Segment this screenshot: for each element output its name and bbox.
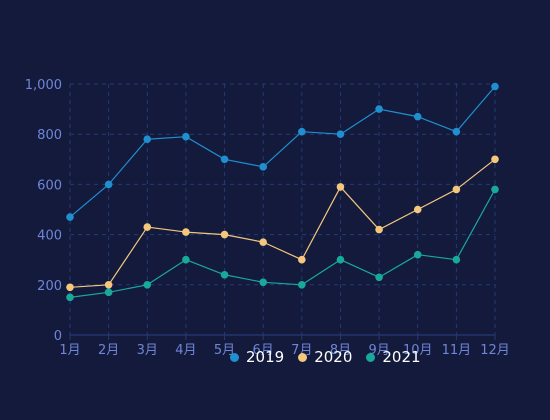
series-point-2021 <box>452 255 461 264</box>
series-point-2021 <box>259 278 267 287</box>
series-point-2021 <box>220 270 229 279</box>
legend-item-2021[interactable]: 2021 <box>366 348 421 366</box>
y-tick-label: 400 <box>37 229 62 244</box>
series-point-2021 <box>491 185 499 194</box>
series-point-2021 <box>336 255 345 264</box>
x-tick-label: 11月 <box>442 343 472 358</box>
series-point-2019 <box>413 112 422 121</box>
series-point-2021 <box>66 293 74 302</box>
x-tick-label: 5月 <box>214 343 235 358</box>
legend-label-2021: 2021 <box>382 348 421 366</box>
x-tick-label: 2月 <box>98 343 119 358</box>
series-point-2020 <box>413 205 422 214</box>
series-line-2021 <box>69 188 496 298</box>
y-tick-label: 800 <box>37 128 62 143</box>
legend-label-2020: 2020 <box>314 348 353 366</box>
x-tick-label: 8月 <box>330 343 351 358</box>
x-tick-label: 1月 <box>59 343 80 358</box>
chart-legend: 2019 2020 2021 <box>230 347 490 367</box>
series-layer <box>66 82 499 302</box>
series-point-2021 <box>104 288 113 297</box>
legend-swatch-2021 <box>366 352 376 362</box>
series-point-2020 <box>259 238 267 246</box>
y-tick-label: 1,000 <box>25 78 62 93</box>
y-tick-label: 600 <box>37 178 62 193</box>
series-point-2021 <box>298 281 306 289</box>
series-point-2020 <box>491 155 499 164</box>
legend-item-2020[interactable]: 2020 <box>298 348 352 366</box>
series-line-2019 <box>69 85 496 218</box>
series-point-2020 <box>375 225 383 234</box>
series-point-2019 <box>336 130 345 138</box>
x-tick-label: 3月 <box>137 343 158 358</box>
series-point-2019 <box>143 135 152 144</box>
x-tick-label: 6月 <box>253 343 274 358</box>
series-point-2019 <box>259 163 267 171</box>
series-point-2020 <box>143 223 152 231</box>
y-tick-label: 0 <box>54 329 62 344</box>
x-tick-label: 4月 <box>175 343 196 358</box>
series-point-2020 <box>66 283 74 292</box>
x-tick-label: 7月 <box>291 343 312 358</box>
legend-label-2019: 2019 <box>246 348 285 366</box>
series-point-2020 <box>298 255 306 264</box>
series-point-2020 <box>452 185 461 194</box>
series-point-2019 <box>66 213 74 221</box>
series-point-2019 <box>452 127 461 136</box>
series-point-2021 <box>413 250 422 259</box>
series-point-2019 <box>104 180 113 189</box>
x-tick-label: 10月 <box>403 343 433 358</box>
series-point-2021 <box>375 273 383 282</box>
series-point-2019 <box>182 132 190 141</box>
series-point-2020 <box>182 228 190 236</box>
x-tick-label: 12月 <box>480 343 510 358</box>
y-tick-label: 200 <box>37 279 62 294</box>
legend-swatch-2020 <box>298 352 308 362</box>
series-point-2021 <box>182 255 190 264</box>
series-point-2019 <box>220 155 229 164</box>
series-point-2020 <box>220 230 229 239</box>
series-point-2020 <box>104 281 113 289</box>
series-point-2020 <box>336 183 345 191</box>
series-point-2019 <box>298 127 306 136</box>
series-point-2019 <box>491 82 499 91</box>
grid-lines <box>69 83 496 336</box>
series-point-2021 <box>143 281 152 289</box>
series-line-2020 <box>69 158 496 288</box>
legend-item-2019[interactable]: 2019 <box>230 348 284 366</box>
series-point-2019 <box>375 105 383 113</box>
legend-swatch-2019 <box>230 352 239 362</box>
